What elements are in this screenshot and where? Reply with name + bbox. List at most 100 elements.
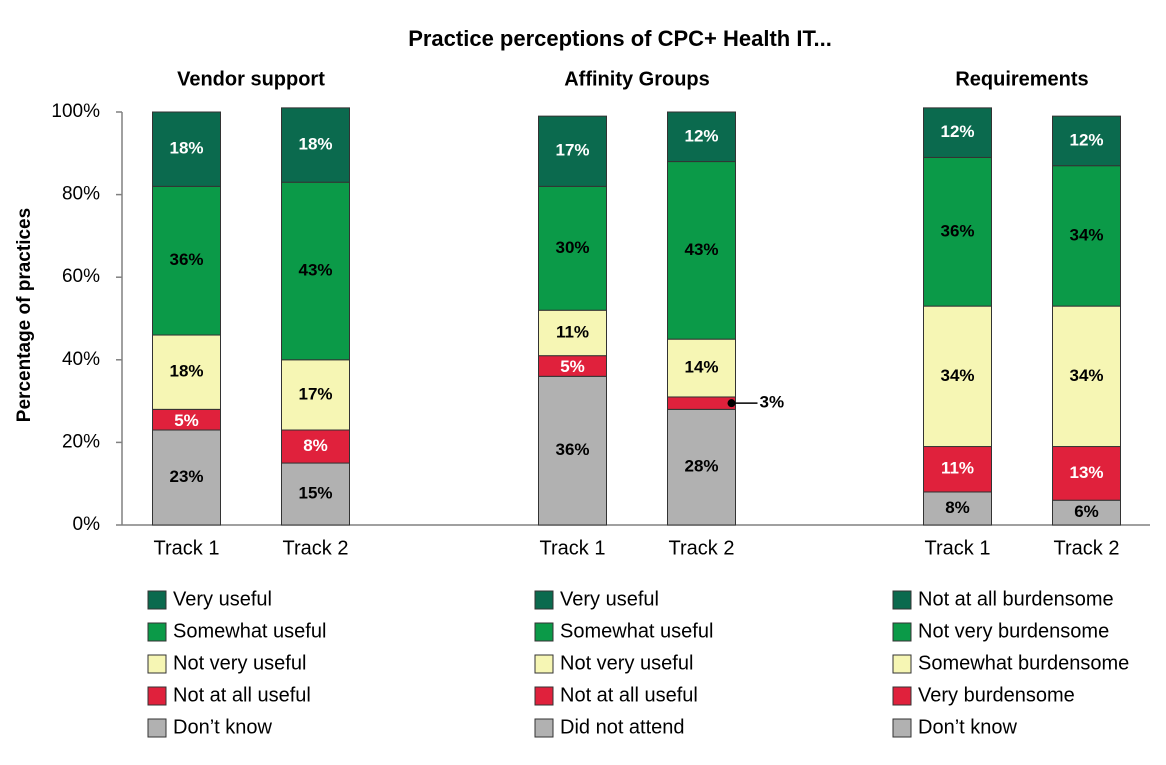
bar-segment xyxy=(281,107,350,183)
data-label: 15% xyxy=(298,484,332,503)
data-label: 8% xyxy=(303,436,328,455)
legend-swatch xyxy=(534,590,554,610)
bar-segment xyxy=(667,111,736,163)
data-label: 18% xyxy=(298,135,332,154)
bar-segment xyxy=(538,375,607,526)
data-label: 43% xyxy=(684,240,718,259)
legend-label: Very useful xyxy=(173,588,272,610)
legend-swatch xyxy=(534,654,554,674)
x-tick-label: Track 2 xyxy=(283,537,349,559)
data-label: 28% xyxy=(684,457,718,476)
bar-segment xyxy=(667,338,736,398)
data-label: 43% xyxy=(298,260,332,279)
legend-swatch xyxy=(147,654,167,674)
data-label: 14% xyxy=(684,358,718,377)
legend-swatch xyxy=(534,622,554,642)
x-tick-label: Track 1 xyxy=(925,537,991,559)
y-tick-label: 80% xyxy=(62,184,100,205)
y-tick-label: 20% xyxy=(62,431,100,452)
legend-swatch xyxy=(147,622,167,642)
data-label: 13% xyxy=(1069,463,1103,482)
legend-label: Somewhat burdensome xyxy=(918,652,1129,674)
bar-segment xyxy=(667,408,736,526)
data-label: 36% xyxy=(940,221,974,240)
legend-swatch xyxy=(534,718,554,738)
x-tick-label: Track 2 xyxy=(669,537,735,559)
y-tick-label: 0% xyxy=(73,514,101,535)
legend-label: Not at all useful xyxy=(173,684,311,706)
panel-title: Vendor support xyxy=(177,68,325,90)
data-label: 11% xyxy=(941,459,974,478)
bar-segment xyxy=(1052,446,1121,501)
data-label: 34% xyxy=(940,366,974,385)
y-tick-label: 100% xyxy=(51,101,100,122)
legend-label: Not very useful xyxy=(560,652,693,674)
bar-segment xyxy=(538,309,607,357)
bar-segment xyxy=(538,115,607,187)
data-label: 34% xyxy=(1069,366,1103,385)
legend-swatch xyxy=(147,686,167,706)
data-label: 17% xyxy=(298,384,332,403)
data-label: 30% xyxy=(555,238,589,257)
data-label: 8% xyxy=(945,498,970,517)
bar-segment xyxy=(923,107,992,158)
legend-swatch xyxy=(892,686,912,706)
data-label: 6% xyxy=(1074,502,1099,521)
legend-label: Not very burdensome xyxy=(918,620,1109,642)
data-label: 18% xyxy=(169,139,203,158)
data-label: 11% xyxy=(556,322,589,341)
legend-label: Don’t know xyxy=(173,716,272,738)
bar-segment xyxy=(281,462,350,526)
chart-title: Practice perceptions of CPC+ Health IT..… xyxy=(408,26,832,51)
data-label: 17% xyxy=(555,141,589,160)
legend-label: Did not attend xyxy=(560,716,685,738)
data-label: 34% xyxy=(1069,225,1103,244)
bar-segment xyxy=(538,185,607,311)
legend-label: Somewhat useful xyxy=(560,620,713,642)
legend-swatch xyxy=(892,654,912,674)
legend-swatch xyxy=(892,590,912,610)
data-label: 3% xyxy=(760,393,785,412)
legend-swatch xyxy=(534,686,554,706)
legend-label: Not at all useful xyxy=(560,684,698,706)
bar-segment xyxy=(1052,165,1121,307)
data-label: 12% xyxy=(1069,130,1103,149)
bar-segment xyxy=(667,161,736,340)
x-tick-label: Track 1 xyxy=(540,537,606,559)
data-label: 36% xyxy=(169,250,203,269)
bar-segment xyxy=(1052,115,1121,167)
bar-segment xyxy=(923,446,992,493)
bar-segment xyxy=(152,429,221,526)
x-tick-label: Track 1 xyxy=(154,537,220,559)
bar-segment xyxy=(152,111,221,187)
legend-swatch xyxy=(147,718,167,738)
y-tick-label: 40% xyxy=(62,349,100,370)
bar-segment xyxy=(923,305,992,448)
bar-segment xyxy=(152,185,221,336)
bar-segment xyxy=(281,181,350,361)
legend-swatch xyxy=(892,718,912,738)
data-label: 23% xyxy=(169,467,203,486)
legend-label: Very useful xyxy=(560,588,659,610)
legend-swatch xyxy=(892,622,912,642)
x-tick-label: Track 2 xyxy=(1054,537,1120,559)
data-label: 5% xyxy=(174,411,199,430)
data-label: 12% xyxy=(684,126,718,145)
bar-segment xyxy=(1052,305,1121,448)
bar-segment xyxy=(667,396,736,410)
data-label: 12% xyxy=(940,122,974,141)
legend-label: Not very useful xyxy=(173,652,306,674)
legend-label: Not at all burdensome xyxy=(918,588,1114,610)
panel-title: Affinity Groups xyxy=(564,68,710,90)
y-tick-label: 60% xyxy=(62,266,100,287)
bar-segment xyxy=(923,156,992,307)
data-label: 18% xyxy=(169,362,203,381)
legend-label: Somewhat useful xyxy=(173,620,326,642)
legend-label: Very burdensome xyxy=(918,684,1075,706)
legend-label: Don’t know xyxy=(918,716,1017,738)
bar-segment xyxy=(152,334,221,410)
data-label: 5% xyxy=(560,357,585,376)
y-axis-label: Percentage of practices xyxy=(14,208,35,422)
bar-segment xyxy=(923,491,992,526)
